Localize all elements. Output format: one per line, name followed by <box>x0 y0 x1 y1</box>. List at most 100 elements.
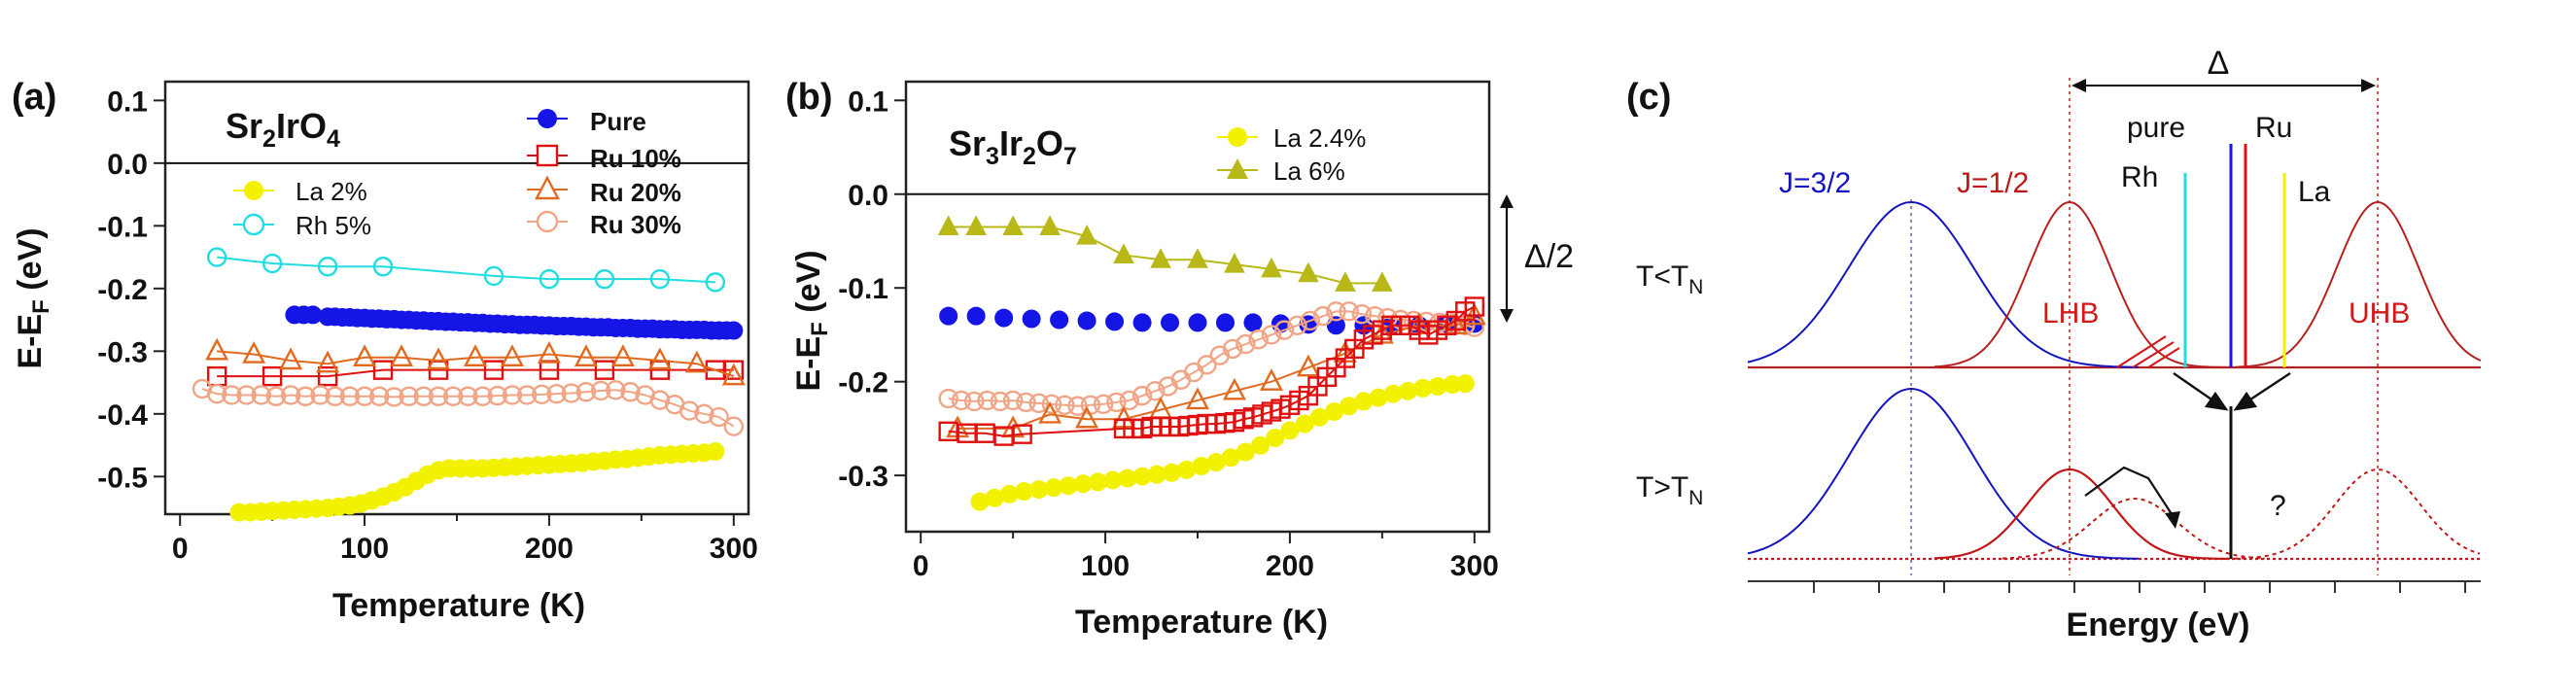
data-point-ru30 <box>575 382 597 402</box>
panel-a-legend-right: Pure Ru 10% Ru 20% Ru 30% <box>527 107 681 239</box>
data-point-ru20 <box>1038 400 1062 424</box>
data-point-rh <box>372 257 394 277</box>
data-point-ru30 <box>251 385 271 405</box>
x-tick-label: 300 <box>1450 550 1499 582</box>
series-pure <box>939 306 1484 335</box>
x-tick-label: 0 <box>172 533 189 565</box>
data-point-ru10 <box>483 360 505 380</box>
data-point-la <box>1455 374 1475 394</box>
la-label: La <box>2298 176 2331 208</box>
data-point-ru30 <box>458 386 478 406</box>
panel-b-xlabel: Temperature (K) <box>1075 604 1328 641</box>
data-point-pure <box>1022 309 1041 329</box>
data-point-ru30 <box>296 386 316 406</box>
series-line <box>217 368 734 378</box>
data-point-ru30 <box>1145 381 1166 401</box>
y-tick-label: -0.4 <box>97 399 148 432</box>
data-point-ru30 <box>938 388 958 409</box>
x-tick-label: 0 <box>913 550 929 582</box>
panel-a-data <box>191 247 746 522</box>
data-point-ru20 <box>647 347 672 370</box>
data-point-pure <box>1215 313 1235 332</box>
lhb-hatch <box>2116 335 2180 368</box>
data-point-la <box>1251 435 1271 455</box>
data-point-ru30 <box>206 383 227 404</box>
data-point-ru20 <box>316 350 340 373</box>
data-point-ru30 <box>649 390 671 410</box>
data-point-ru30 <box>502 385 523 405</box>
lhb-label: LHB <box>2042 297 2099 330</box>
lower-lhb-band <box>1933 468 2226 560</box>
data-point-ru30 <box>325 386 345 406</box>
data-point-pure <box>1188 313 1207 332</box>
panel-b: (b) 0 100 200 300 0.1 0.0 -0.1 -0.2 -0.3 Sr3Ir2O… <box>785 77 1574 641</box>
data-point-ru30 <box>1119 390 1139 411</box>
data-point-ru10 <box>723 360 745 380</box>
data-point-ru30 <box>1067 396 1088 416</box>
panel-b-ylabel: E-EF (eV) <box>790 250 833 391</box>
data-point-ru20 <box>721 363 746 386</box>
y-tick-label: 0.0 <box>107 149 148 181</box>
data-point-la6 <box>1150 248 1171 268</box>
series-pure <box>285 305 744 340</box>
lower-lhb-shifted-band <box>2002 497 2266 560</box>
j32-label: J=3/2 <box>1779 167 1851 199</box>
energy-xlabel: Energy (eV) <box>2067 607 2250 643</box>
legend-ru30-marker <box>536 210 559 233</box>
panel-a-xlabel: Temperature (K) <box>332 587 585 624</box>
data-point-ru30 <box>1131 385 1153 406</box>
panel-b-legend: La 2.4% La 6% <box>1217 123 1366 186</box>
energy-axis-ticks <box>1813 581 2466 593</box>
data-point-ru20 <box>500 344 524 366</box>
y-tick-label: 0.1 <box>107 86 148 118</box>
series-ru30 <box>938 301 1485 416</box>
shift-arrowhead <box>2165 511 2180 529</box>
question-mark: ? <box>2270 490 2286 522</box>
data-point-ru20 <box>684 350 709 373</box>
data-point-ru30 <box>977 390 997 411</box>
series-la6 <box>937 215 1393 292</box>
data-point-ru30 <box>532 384 552 405</box>
uhb-label: UHB <box>2349 297 2410 330</box>
data-point-pure <box>966 306 986 326</box>
data-point-pure <box>1132 313 1152 332</box>
legend-la6-marker <box>1227 158 1248 179</box>
data-point-ru30 <box>428 386 449 406</box>
data-point-ru30 <box>679 400 700 421</box>
data-point-la <box>706 442 725 462</box>
x-tick-label: 200 <box>525 533 574 565</box>
panel-a: (a) 0 100 200 300 0.1 0.0 -0.1 -0.2 -0.3 -0.4 -0.5… <box>12 77 758 624</box>
data-point-ru30 <box>1351 304 1373 325</box>
data-point-pure <box>994 308 1014 328</box>
data-point-ru30 <box>1339 301 1359 322</box>
data-point-rh <box>483 265 505 287</box>
rh-label: Rh <box>2121 161 2158 193</box>
data-point-ru30 <box>384 387 404 407</box>
y-tick-label: -0.1 <box>97 211 148 243</box>
legend-la2-label: La 2% <box>296 177 367 206</box>
data-point-ru20 <box>574 344 598 366</box>
data-point-ru30 <box>399 386 419 406</box>
upper-lhb-band <box>1933 200 2236 368</box>
data-point-ru20 <box>242 340 266 364</box>
data-point-rh <box>261 253 283 274</box>
data-point-ru30 <box>1028 393 1049 414</box>
data-point-ru10 <box>1012 424 1032 444</box>
data-point-ru10 <box>1464 296 1485 317</box>
legend-la2-marker <box>244 181 263 200</box>
data-point-ru30 <box>516 385 538 405</box>
x-tick-label: 100 <box>340 533 389 565</box>
y-tick-label: -0.3 <box>838 461 888 493</box>
delta-arrow <box>2071 79 2376 92</box>
y-tick-label: 0.1 <box>848 86 888 118</box>
data-point-ru30 <box>339 386 361 406</box>
data-point-ru10 <box>261 365 283 387</box>
series-line <box>217 350 735 378</box>
data-point-ru30 <box>1312 305 1334 327</box>
y-tick-label: -0.5 <box>97 462 148 494</box>
data-point-la6 <box>1076 225 1097 245</box>
data-point-ru20 <box>463 344 487 366</box>
data-point-ru30 <box>354 386 375 406</box>
data-point-ru30 <box>236 385 257 405</box>
